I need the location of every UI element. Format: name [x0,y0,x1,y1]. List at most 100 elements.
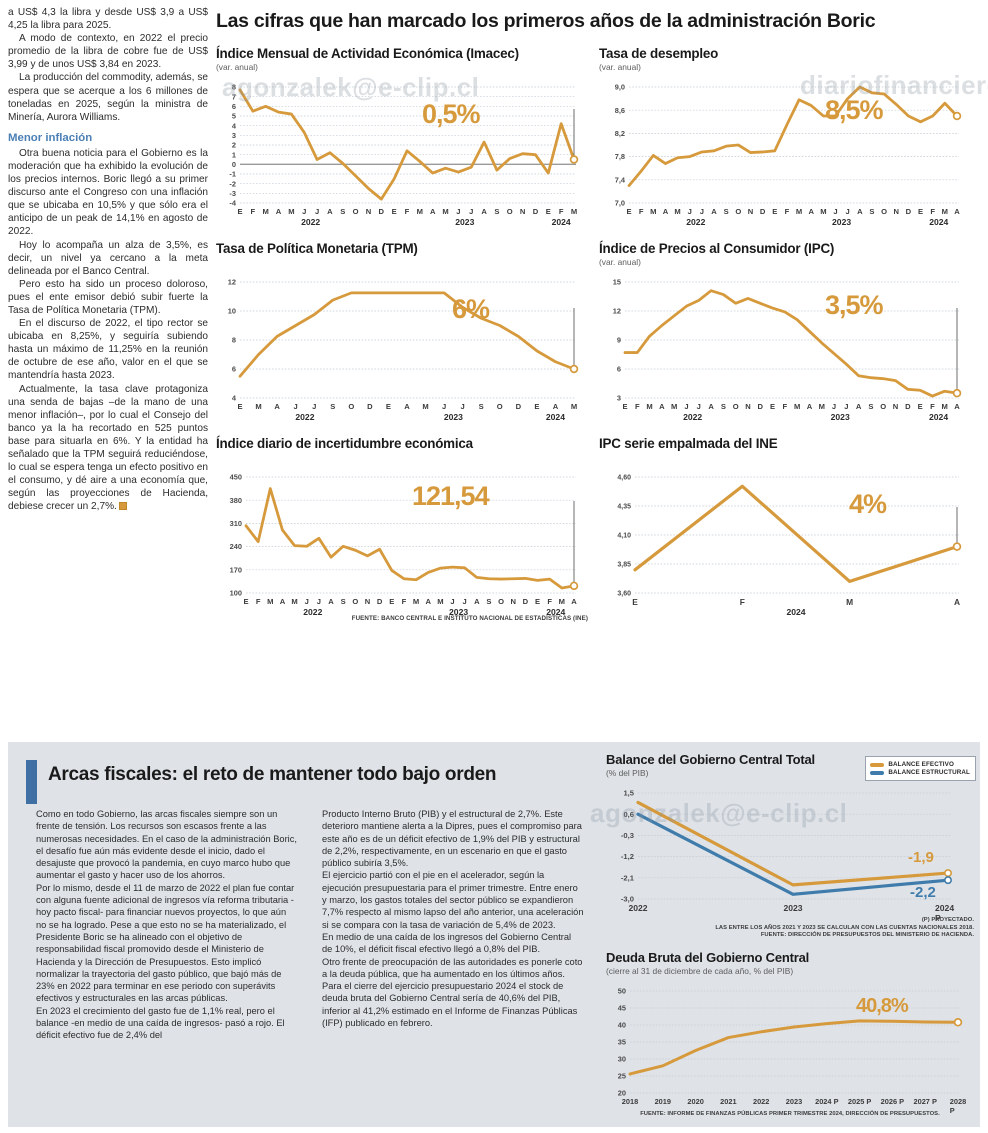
x-tick-label: M [846,597,854,607]
x-tick-label: M [570,402,578,411]
x-axis-labels: 2022 2023 2024 P [606,903,974,923]
svg-text:6: 6 [232,102,236,111]
x-tick-label: M [820,207,827,216]
x-tick-label: D [532,207,539,216]
x-tick-label: M [267,597,274,606]
chart-ipc_ine: IPC serie empalmada del INE 4,60 4,35 4,10 3… [599,436,984,622]
x-axis-year-label: 2023 [830,412,850,422]
chart-title: Índice diario de incertidumbre económica [216,436,473,451]
accent-bar [26,760,37,804]
x-tick-label: D [759,207,766,216]
x-tick-label: E [917,402,923,411]
svg-text:-0,3: -0,3 [621,831,634,840]
svg-text:1: 1 [232,150,236,159]
svg-text:170: 170 [230,565,242,574]
x-tick-label: S [723,207,729,216]
x-tick-label: O [881,207,888,216]
x-tick-label: A [552,402,559,411]
x-tick-label: A [404,402,410,411]
fiscal-charts: Balance del Gobierno Central Total (% del… [606,752,978,1118]
x-tick-label: E [389,597,395,606]
svg-text:-2: -2 [229,179,236,188]
svg-text:3,85: 3,85 [617,562,631,569]
chart-subtitle [599,452,984,463]
x-tick-label: 2027 P [913,1096,937,1106]
chart-imacec: Índice Mensual de Actividad Económica (I… [216,46,596,229]
svg-text:6: 6 [617,365,621,374]
x-axis-year-label: 2024 [928,412,949,422]
svg-text:25: 25 [618,1071,626,1080]
x-tick-label: J [304,597,309,606]
chart-callout-value: 40,8% [856,994,909,1017]
svg-text:12: 12 [613,307,621,316]
chart-callout-value: 121,54 [412,481,490,511]
svg-text:-1,2: -1,2 [621,852,634,861]
chart-callout-value: 8,5% [825,95,884,125]
x-tick-label: N [893,207,899,216]
x-tick-label: A [275,207,282,216]
chart-callout-value: 6% [452,294,490,324]
x-tick-label: E [918,207,924,216]
x-tick-label: O [496,402,503,411]
chart-subtitle: (var. anual) [599,257,641,267]
fiscal-panel: Arcas fiscales: el reto de mantener todo… [8,742,980,1127]
x-tick-label: O [348,402,355,411]
chart-title: Tasa de desempleo [599,46,719,61]
article-column: a US$ 4,3 la libra y desde US$ 3,9 a US$… [8,6,208,721]
x-tick-label: O [735,207,742,216]
x-tick-label: D [515,402,522,411]
svg-text:9: 9 [617,336,621,345]
article-subheading: Menor inflación [8,131,93,144]
x-tick-label: F [638,207,644,216]
x-tick-label: M [671,402,678,411]
svg-text:5: 5 [232,112,236,121]
x-tick-label: N [892,402,899,411]
x-tick-label: A [425,597,431,606]
svg-text:8,2: 8,2 [615,129,625,138]
x-tick-label: A [279,597,286,606]
article-paragraph: Pero esto ha sido un proceso doloroso, p… [8,278,208,316]
x-axis-labels: 2018 2019 2020 2021 2022 2023 2024 P 2025 P 2026… [606,1096,974,1115]
chart-plot: 8 7 6 5 4 3 2 1 0 -1 -2 -3 -4 0,5% [216,79,596,207]
chart-title: Tasa de Política Monetaria (TPM) [216,241,418,256]
chart-subtitle: (% del PIB) [606,768,649,778]
x-tick-label: A [708,402,714,411]
x-axis-year-label: 2024 [545,412,565,422]
x-tick-label: 2021 [720,1096,737,1106]
chart-title: Índice de Precios al Consumidor (IPC) [599,241,835,256]
article-paragraph: Hoy lo acompaña un alza de 3,5%, es deci… [8,239,208,277]
svg-text:8: 8 [232,336,236,345]
svg-text:35: 35 [618,1037,626,1046]
x-axis-year-label: 2022 [301,217,321,227]
x-axis-year-label: 2024 [551,217,571,227]
x-tick-label: E [243,597,249,606]
x-tick-label: D [522,597,529,606]
chart-plot: 50 45 40 35 30 25 20 40,8% [606,983,978,1097]
x-tick-label: A [806,402,813,411]
x-tick-label: N [747,207,754,216]
svg-text:8: 8 [232,83,236,92]
x-tick-label: A [954,207,960,216]
svg-text:1,5: 1,5 [623,789,634,798]
fiscal-paragraph: Para el cierre del ejercicio presupuesta… [322,981,578,1029]
fiscal-paragraph: Otro frente de preocupación de las autor… [322,956,583,979]
x-tick-label: A [474,597,480,606]
x-axis-labels: E F M A 2024 [599,597,971,619]
x-tick-label: F [784,207,790,216]
x-tick-label: E [770,402,776,411]
svg-text:-2,1: -2,1 [621,873,635,882]
x-tick-label: F [401,597,407,606]
svg-text:45: 45 [618,1003,626,1012]
x-axis-year-label: 2023 [832,217,852,227]
article-paragraph: En el discurso de 2022, el tipo rector s… [8,318,208,382]
legend-swatch [870,762,885,767]
x-tick-label: M [422,402,429,411]
fiscal-panel-title: Arcas fiscales: el reto de mantener todo… [48,764,497,785]
svg-text:15: 15 [613,278,621,287]
x-tick-label: 2024 P [815,1096,839,1106]
fiscal-paragraph: En medio de una caída de los ingresos de… [322,931,572,955]
svg-text:3: 3 [232,131,236,140]
x-tick-label: N [519,207,526,216]
x-tick-label: J [460,402,465,411]
chart-plot: 4,60 4,35 4,10 3,85 3,60 4% [599,469,984,597]
